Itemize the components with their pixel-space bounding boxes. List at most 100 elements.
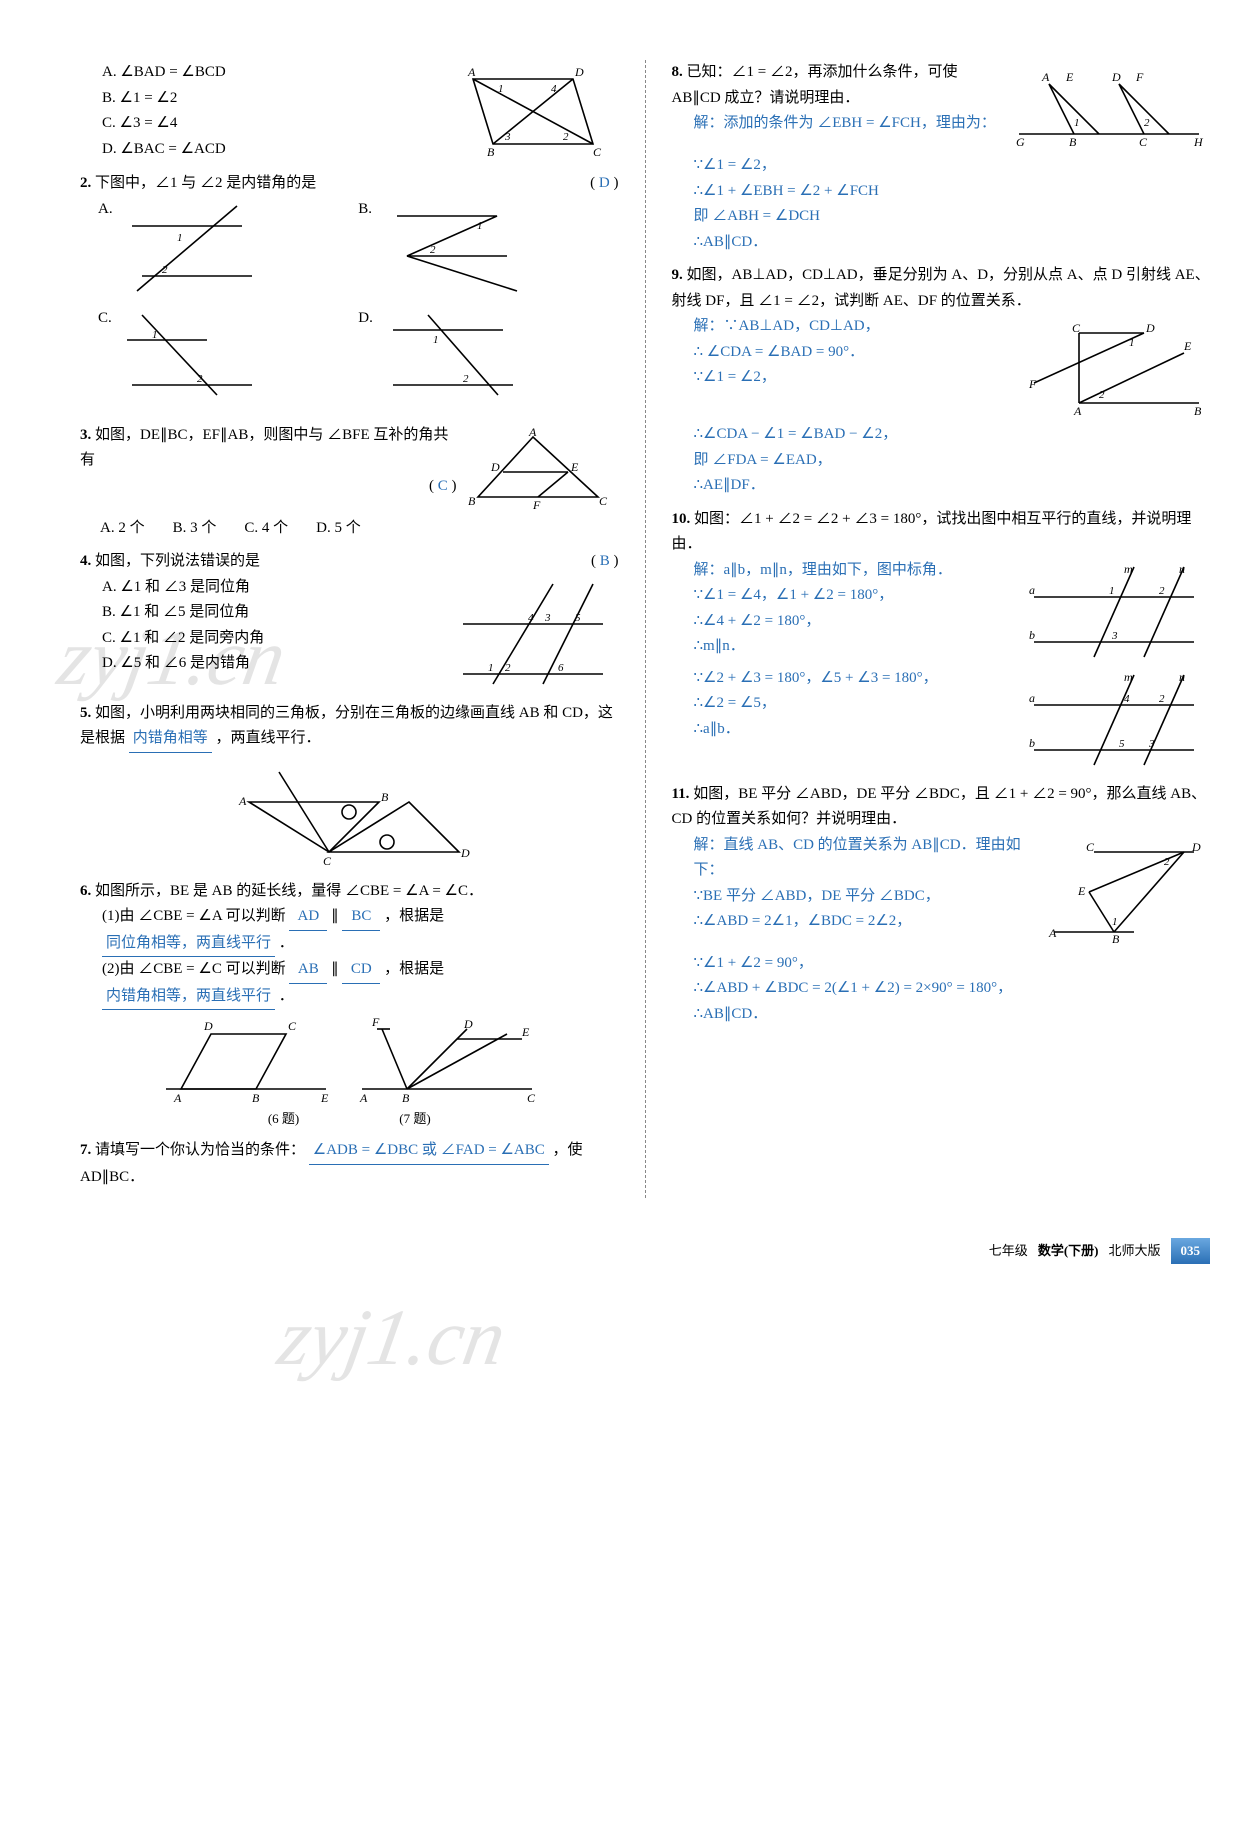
svg-text:1: 1 [177,232,183,244]
svg-text:A: A [359,1091,368,1104]
q10-figure-bottom: abmn 42 53 [1024,670,1204,770]
q8-stem: 已知：∠1 = ∠2，再添加什么条件，可使 AB∥CD 成立？请说明理由． [672,64,958,106]
column-divider [645,60,646,1198]
q10-sol-0: 解：a∥b，m∥n，理由如下，图中标角． [694,558,1019,584]
q4-answer: B [600,553,610,569]
svg-text:b: b [1029,736,1035,750]
svg-text:F: F [532,498,541,512]
svg-text:C: C [323,854,332,867]
q4-figure: 12 34 65 [453,579,613,689]
q11-sol-2: ∴∠ABD = 2∠1，∠BDC = 2∠2， [694,909,1039,935]
svg-text:B: B [1069,135,1077,149]
q2: 2. 下图中，∠1 与 ∠2 是内错角的是 ( D ) A. 12 B. 12 … [80,171,619,415]
q5-stem-b: ，两直线平行． [216,730,321,746]
svg-text:3: 3 [1148,738,1155,750]
q6-figure-left: ABE DC [156,1014,336,1104]
footer-grade: 七年级 [989,1240,1028,1262]
q3-stem: 如图，DE∥BC，EF∥AB，则图中与 ∠BFE 互补的角共有 [80,427,448,469]
svg-text:a: a [1029,583,1035,597]
q8-sol-2: ∴∠1 + ∠EBH = ∠2 + ∠FCH [694,179,1211,205]
q6-num: 6. [80,883,91,899]
svg-text:a: a [1029,691,1035,705]
svg-text:A: A [528,427,537,439]
svg-text:H: H [1193,135,1204,149]
svg-text:4: 4 [528,612,534,624]
q2-fig-a: 12 [122,201,262,296]
q2-b-label: B. [358,201,372,217]
svg-text:E: E [1065,70,1074,84]
q1-figure: AD BC 14 32 [443,64,613,159]
q3-answer: C [438,478,448,494]
svg-text:m: m [1124,562,1133,576]
q5: 5. 如图，小明利用两块相同的三角板，分别在三角板的边缘画直线 AB 和 CD，… [80,701,619,871]
q8-sol-1: ∵∠1 = ∠2， [694,153,1211,179]
q11-num: 11. [672,786,690,802]
svg-text:G: G [1016,135,1025,149]
svg-text:1: 1 [433,334,439,346]
q10-figure-top: abmn 123 [1024,562,1204,662]
q2-a-label: A. [98,201,113,217]
q2-fig-d: 12 [383,310,523,405]
q2-stem: 下图中，∠1 与 ∠2 是内错角的是 [95,175,316,191]
q6-p2-b1: AB [289,957,327,984]
svg-text:D: D [1111,70,1121,84]
q11-sol-4: ∴∠ABD + ∠BDC = 2(∠1 + ∠2) = 2×90° = 180°… [694,976,1211,1002]
q9-sol-1: ∴ ∠CDA = ∠BAD = 90°． [694,340,1019,366]
svg-text:D: D [1191,840,1201,854]
q10-sol-4: ∵∠2 + ∠3 = 180°，∠5 + ∠3 = 180°， [694,666,1019,692]
svg-text:D: D [490,460,500,474]
svg-text:n: n [1179,562,1185,576]
svg-text:2: 2 [1159,693,1165,705]
svg-text:F: F [371,1015,380,1029]
svg-text:D: D [203,1019,213,1033]
q10-sol-5: ∴∠2 = ∠5， [694,691,1019,717]
svg-text:B: B [1194,404,1202,418]
q4: 4. 如图，下列说法错误的是 ( B ) A. ∠1 和 ∠3 是同位角 B. … [80,549,619,693]
svg-text:2: 2 [197,373,203,385]
q4-opt-b: B. ∠1 和 ∠5 是同位角 [102,600,447,626]
q1-opt-c: C. ∠3 = ∠4 [102,111,437,137]
q1-opt-d: D. ∠BAC = ∠ACD [102,137,437,163]
q7-num: 7. [80,1142,91,1158]
svg-text:1: 1 [152,329,158,341]
svg-text:B: B [487,145,495,159]
q11-sol-1: ∵BE 平分 ∠ABD，DE 平分 ∠BDC， [694,884,1039,910]
q5-num: 5. [80,705,91,721]
q4-opt-d: D. ∠5 和 ∠6 是内错角 [102,651,447,677]
q8-sol-3: 即 ∠ABH = ∠DCH [694,204,1211,230]
svg-text:C: C [593,145,602,159]
q8: 8. 已知：∠1 = ∠2，再添加什么条件，可使 AB∥CD 成立？请说明理由．… [672,60,1211,255]
svg-text:B: B [1112,932,1120,946]
svg-text:C: C [527,1091,536,1104]
svg-text:A: A [1048,926,1057,940]
svg-text:1: 1 [477,220,483,232]
q9-stem: 如图，AB⊥AD，CD⊥AD，垂足分别为 A、D，分别从点 A、点 D 引射线 … [672,267,1210,309]
svg-text:C: C [1072,321,1081,335]
q6-p2-par: ∥ [331,961,339,977]
q10-sol-1: ∵∠1 = ∠4，∠1 + ∠2 = 180°， [694,583,1019,609]
svg-text:D: D [460,846,470,860]
q9: 9. 如图，AB⊥AD，CD⊥AD，垂足分别为 A、D，分别从点 A、点 D 引… [672,263,1211,499]
q1-opt-b: B. ∠1 = ∠2 [102,86,437,112]
svg-text:2: 2 [1144,117,1150,129]
q9-figure: ABDC FE 12 [1024,318,1204,418]
q10-sol-2: ∴∠4 + ∠2 = 180°， [694,609,1019,635]
svg-text:A: A [467,65,476,79]
svg-text:B: B [402,1091,410,1104]
q9-sol-4: 即 ∠FDA = ∠EAD， [694,448,1211,474]
q11: 11. 如图，BE 平分 ∠ABD，DE 平分 ∠BDC，且 ∠1 + ∠2 =… [672,782,1211,1028]
q2-fig-b: 12 [382,201,522,296]
svg-text:4: 4 [551,83,557,95]
svg-text:A: A [238,794,247,808]
page-footer: 七年级 数学(下册) 北师大版 035 [80,1238,1210,1264]
svg-text:5: 5 [575,612,581,624]
q4-stem: 如图，下列说法错误的是 [95,553,260,569]
q1: A. ∠BAD = ∠BCD B. ∠1 = ∠2 C. ∠3 = ∠4 D. … [80,60,619,163]
q3-opt-b: B. 3 个 [173,516,217,542]
q6-figure-right: ABC FDE [352,1014,542,1104]
svg-text:2: 2 [430,244,436,256]
q6-stem: 如图所示，BE 是 AB 的延长线，量得 ∠CBE = ∠A = ∠C． [95,883,483,899]
q6-p1c: ，根据是 [384,908,444,924]
q3-opt-c: C. 4 个 [244,516,288,542]
svg-text:2: 2 [1099,389,1105,401]
